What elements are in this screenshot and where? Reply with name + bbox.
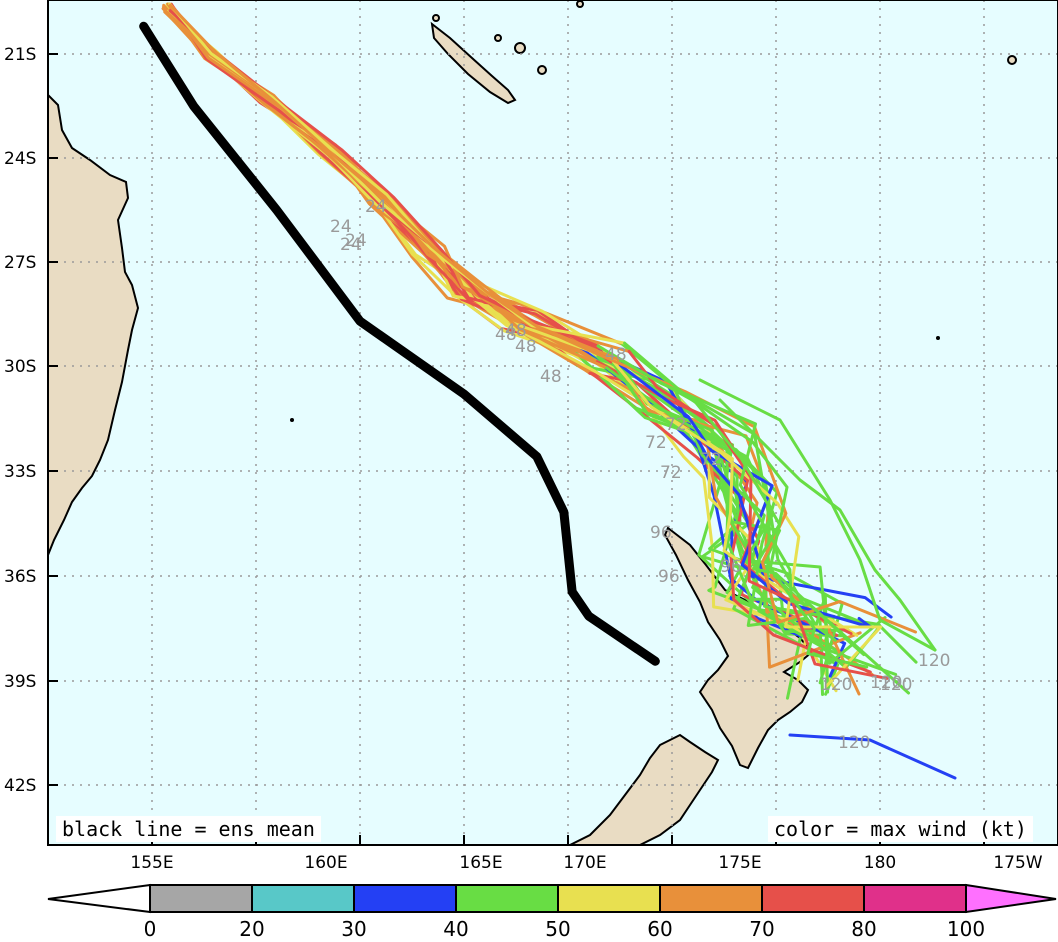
lon-label: 155E — [130, 853, 173, 873]
island — [290, 418, 294, 422]
forecast-hour-label: 48 — [495, 325, 517, 345]
forecast-hour-label: 96 — [720, 557, 742, 577]
plot-frame — [47, 0, 1058, 846]
forecast-hour-label: 48 — [505, 321, 527, 341]
forecast-hour-label: 48 — [605, 345, 627, 365]
forecast-hour-label: 72 — [665, 415, 687, 435]
lon-label: 175E — [718, 853, 761, 873]
forecast-hour-label: 120 — [838, 733, 870, 753]
colorbar-low-end — [47, 883, 151, 914]
colorbar-segment — [353, 884, 457, 913]
ensemble-track — [788, 733, 957, 780]
forecast-hour-label: 72 — [645, 433, 667, 453]
lat-label: 39S — [4, 672, 36, 692]
colorbar-segment — [455, 884, 559, 913]
colorbar-label: 100 — [947, 917, 985, 941]
colorbar-segment — [761, 884, 865, 913]
colorbar-segment — [557, 884, 661, 913]
ensemble-track — [618, 363, 873, 629]
lon-label: 175W — [993, 853, 1042, 873]
ensemble-track — [588, 371, 872, 674]
forecast-hour-label: 120 — [820, 675, 852, 695]
lat-label: 30S — [4, 357, 36, 377]
new-caledonia-island — [430, 21, 517, 105]
colorbar: 0 20 30 40 50 60 70 80 100 — [47, 883, 1057, 941]
lon-label: 180 — [864, 853, 896, 873]
forecast-hour-label: 24 — [330, 217, 352, 237]
forecast-hour-label: 120 — [870, 673, 902, 693]
lat-label: 24S — [4, 149, 36, 169]
color-legend-note: color = max wind (kt) — [768, 816, 1033, 842]
island — [576, 0, 584, 8]
colorbar-segment — [863, 884, 967, 913]
colorbar-high-end — [965, 883, 1057, 914]
lon-label: 170E — [563, 853, 606, 873]
gridlines — [48, 0, 1058, 845]
colorbar-segment — [251, 884, 355, 913]
island — [1007, 55, 1017, 65]
ensemble-track — [718, 398, 937, 652]
ensemble-track — [619, 358, 866, 657]
ensemble-track — [601, 347, 883, 688]
ensemble-track — [168, 3, 623, 362]
forecast-hour-label: 24 — [340, 235, 362, 255]
forecast-hour-label: 48 — [540, 367, 562, 387]
lon-label: 160E — [304, 853, 347, 873]
colorbar-label: 80 — [851, 917, 876, 941]
ens-mean-note: black line = ens mean — [56, 816, 321, 842]
forecast-hour-label: 120 — [880, 675, 912, 695]
new-zealand-south-island — [569, 733, 720, 845]
colorbar-label: 30 — [341, 917, 366, 941]
forecast-hour-label: 96 — [658, 567, 680, 587]
lat-label: 42S — [4, 776, 36, 796]
australia-landmass — [48, 93, 140, 556]
colorbar-label: 40 — [443, 917, 468, 941]
island — [514, 42, 526, 54]
island — [494, 34, 502, 42]
forecast-hour-label: 24 — [365, 197, 387, 217]
colorbar-segment — [149, 884, 253, 913]
colorbar-label: 0 — [144, 917, 157, 941]
lon-label: 165E — [459, 853, 502, 873]
island — [936, 336, 940, 340]
forecast-hour-label: 72 — [700, 450, 722, 470]
lat-label: 27S — [4, 253, 36, 273]
forecast-hour-label: 120 — [918, 651, 950, 671]
ensemble-track — [605, 366, 887, 665]
ocean-background — [48, 0, 1058, 845]
lat-label: 36S — [4, 567, 36, 587]
forecast-hour-label: 96 — [650, 523, 672, 543]
forecast-hour-label: 48 — [515, 337, 537, 357]
ensemble-member-tracks — [161, 2, 957, 780]
colorbar-label: 50 — [545, 917, 570, 941]
ensemble-track — [698, 378, 937, 652]
lat-label: 21S — [4, 45, 36, 65]
forecast-hour-label: 72 — [660, 463, 682, 483]
colorbar-label: 20 — [239, 917, 264, 941]
island — [432, 14, 440, 22]
ensemble-mean-track — [139, 21, 660, 666]
colorbar-label: 70 — [749, 917, 774, 941]
colorbar-segment — [659, 884, 763, 913]
island — [537, 65, 547, 75]
colorbar-label: 60 — [647, 917, 672, 941]
lat-label: 33S — [4, 462, 36, 482]
forecast-hour-label: 24 — [345, 231, 367, 251]
